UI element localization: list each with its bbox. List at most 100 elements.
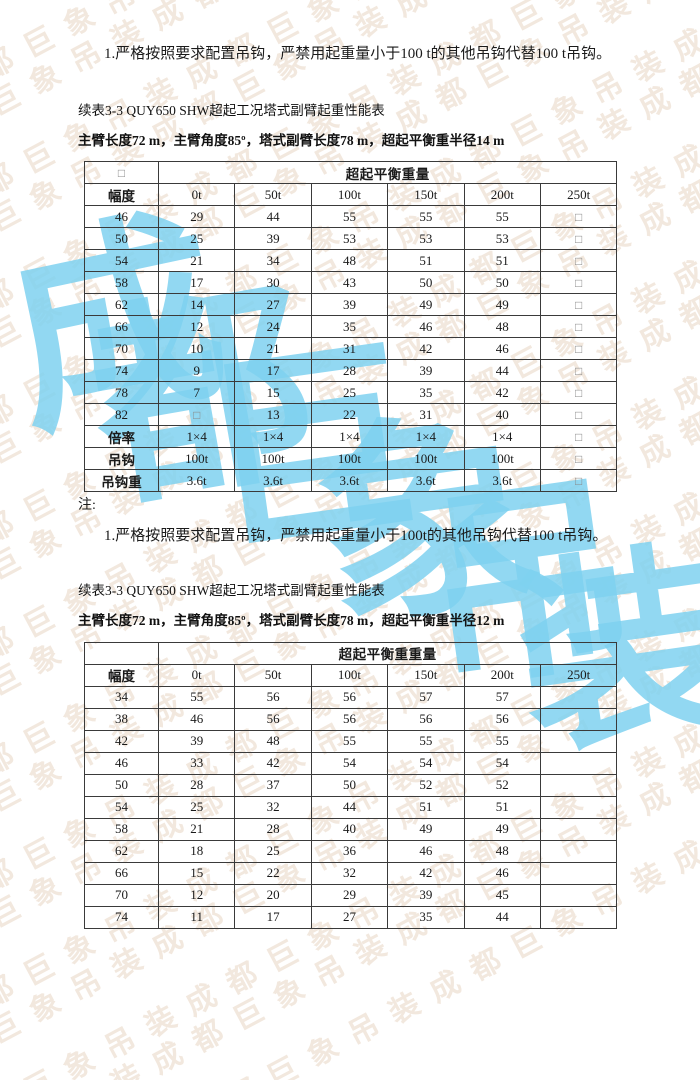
- data-cell: 27: [234, 293, 312, 317]
- missing-glyph-icon: □: [575, 363, 583, 378]
- table-row: 82 □ 13 22 31 40 □: [84, 403, 618, 427]
- data-cell: 3.6t: [463, 469, 541, 493]
- data-cell: 49: [387, 293, 465, 317]
- data-cell: □: [539, 447, 618, 471]
- notes-label: 注:: [78, 498, 96, 514]
- table-row: 54 21 34 48 51 51 □: [84, 249, 618, 273]
- data-cell: 3.6t: [234, 469, 312, 493]
- data-cell: 27: [310, 905, 389, 929]
- note-item: 1.严格按照要求配置吊钩，严禁用起重量小于100t的其他吊钩代替100 t吊钩。: [0, 520, 700, 553]
- data-cell: 12: [157, 315, 236, 339]
- data-cell: 30: [234, 271, 312, 295]
- data-cell: 55: [463, 205, 541, 229]
- data-cell: □: [539, 293, 618, 317]
- missing-glyph-icon: □: [575, 451, 583, 466]
- missing-glyph-icon: □: [575, 473, 583, 488]
- data-cell: 35: [387, 905, 465, 929]
- data-cell: 15: [234, 381, 312, 405]
- data-cell: [539, 707, 618, 731]
- table-row: 74 9 17 28 39 44 □: [84, 359, 618, 383]
- data-cell: 12: [157, 883, 236, 907]
- table-row: 吊钩 100t 100t 100t 100t 100t □: [84, 447, 618, 471]
- row-label-cell: 70: [84, 337, 159, 361]
- data-cell: 21: [234, 337, 312, 361]
- row-label-cell: 58: [84, 271, 159, 295]
- data-cell: 46: [387, 839, 465, 863]
- data-cell: 18: [157, 839, 236, 863]
- data-cell: 57: [463, 685, 541, 709]
- data-cell: 21: [157, 817, 236, 841]
- table-row: 54 25 32 44 51 51: [84, 795, 618, 819]
- row-label-cell: 54: [84, 249, 159, 273]
- data-cell: □: [539, 337, 618, 361]
- data-cell: 32: [310, 861, 389, 885]
- data-cell: 1×4: [157, 425, 236, 449]
- missing-glyph-icon: □: [575, 407, 583, 422]
- data-cell: □: [539, 249, 618, 273]
- table2-title: 续表3-3 QUY650 SHW超起工况塔式副臂起重性能表: [78, 583, 385, 599]
- data-cell: 29: [310, 883, 389, 907]
- row-label-cell: 50: [84, 773, 159, 797]
- data-cell: [539, 795, 618, 819]
- data-cell: 100t: [387, 447, 465, 471]
- missing-glyph-icon: □: [575, 319, 583, 334]
- data-cell: 42: [387, 861, 465, 885]
- data-cell: 54: [387, 751, 465, 775]
- table2-col-header: 0t: [157, 663, 236, 687]
- data-cell: 44: [234, 205, 312, 229]
- data-cell: 25: [310, 381, 389, 405]
- data-cell: 100t: [157, 447, 236, 471]
- table2-head: 超起平衡重重量 幅度 0t 50t 100t 150t 200t 250t: [84, 641, 618, 687]
- data-cell: 29: [157, 205, 236, 229]
- data-cell: 49: [463, 817, 541, 841]
- row-label-cell: 38: [84, 707, 159, 731]
- table1-col-header: 250t: [539, 183, 618, 207]
- row-label-cell: 34: [84, 685, 159, 709]
- data-cell: 31: [310, 337, 389, 361]
- data-cell: 28: [234, 817, 312, 841]
- data-cell: □: [539, 271, 618, 295]
- data-cell: 54: [463, 751, 541, 775]
- data-cell: 39: [387, 359, 465, 383]
- table-row: 74 11 17 27 35 44: [84, 905, 618, 929]
- data-cell: 55: [310, 205, 389, 229]
- table-row: 58 17 30 43 50 50 □: [84, 271, 618, 295]
- row-label-cell: 66: [84, 315, 159, 339]
- data-cell: 44: [310, 795, 389, 819]
- data-cell: □: [539, 381, 618, 405]
- data-cell: 49: [463, 293, 541, 317]
- row-label-cell: 62: [84, 293, 159, 317]
- data-cell: 46: [463, 861, 541, 885]
- missing-glyph-icon: □: [575, 275, 583, 290]
- data-cell: 1×4: [463, 425, 541, 449]
- data-cell: 35: [310, 315, 389, 339]
- table-row: 58 21 28 40 49 49: [84, 817, 618, 841]
- data-cell: [539, 839, 618, 863]
- data-cell: 51: [387, 795, 465, 819]
- corner-tofu-glyph: □: [117, 165, 126, 180]
- table-row: 50 28 37 50 52 52: [84, 773, 618, 797]
- table2-col-header: 200t: [463, 663, 541, 687]
- data-cell: 25: [157, 795, 236, 819]
- data-cell: 10: [157, 337, 236, 361]
- table-row: 34 55 56 56 57 57: [84, 685, 618, 709]
- note-item-index: 1.: [104, 528, 116, 545]
- row-label-cell: 50: [84, 227, 159, 251]
- intro-note-text: 严格按照要求配置吊钩，严禁用起重量小于100 t的其他吊钩代替100 t吊钩。: [115, 46, 612, 62]
- table-row: 倍率 1×4 1×4 1×4 1×4 1×4 □: [84, 425, 618, 449]
- table2-body: 34 55 56 56 57 57 38 46 56 56 56 56 42 39 48 55 55 55 46 33…: [84, 685, 618, 929]
- data-cell: 46: [463, 337, 541, 361]
- missing-glyph-icon: □: [575, 385, 583, 400]
- data-cell: 25: [234, 839, 312, 863]
- table2-col-header: 100t: [310, 663, 389, 687]
- data-cell: □: [539, 315, 618, 339]
- table2-corner-cell: [84, 641, 159, 665]
- table1-group-header-row: □ 超起平衡重量: [84, 161, 618, 185]
- missing-glyph-icon: □: [575, 297, 583, 312]
- data-cell: □: [539, 227, 618, 251]
- row-label-cell: 78: [84, 381, 159, 405]
- data-cell: [539, 773, 618, 797]
- table1-body: 46 29 44 55 55 55 □ 50 25 39 53 53 53 □ 54 21 34 48 51 51 □ 5…: [84, 205, 618, 493]
- data-cell: [539, 861, 618, 885]
- data-cell: 48: [234, 729, 312, 753]
